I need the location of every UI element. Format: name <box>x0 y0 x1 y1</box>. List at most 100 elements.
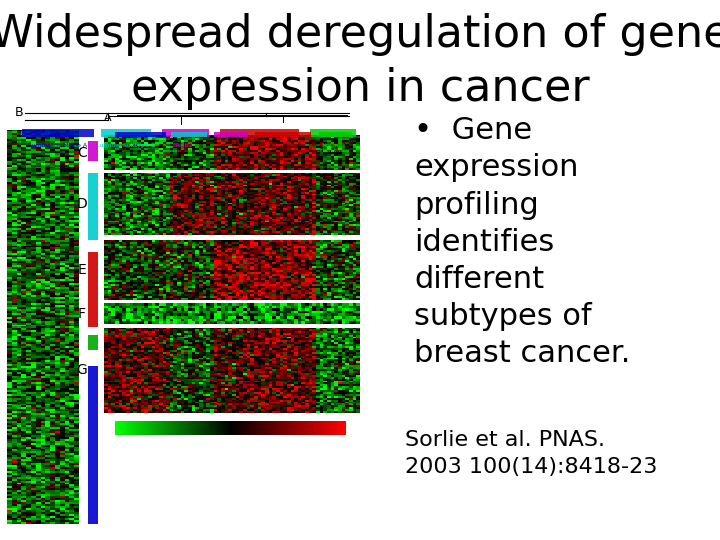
Bar <box>325 421 326 435</box>
Bar <box>247 421 248 435</box>
Bar <box>150 421 151 435</box>
Bar <box>292 421 294 435</box>
Bar <box>289 421 290 435</box>
Bar <box>303 421 304 435</box>
Bar <box>225 421 226 435</box>
Bar <box>282 421 283 435</box>
Bar <box>307 421 309 435</box>
Bar <box>180 421 181 435</box>
Bar <box>209 421 210 435</box>
Bar <box>223 421 224 435</box>
Bar <box>194 421 195 435</box>
Bar <box>88 173 98 240</box>
Bar <box>134 421 135 435</box>
Bar <box>305 421 306 435</box>
Bar <box>231 421 232 435</box>
Bar <box>344 421 346 435</box>
Bar <box>215 132 248 137</box>
Bar <box>119 421 120 435</box>
Bar <box>250 421 251 435</box>
Bar <box>258 421 260 435</box>
Bar <box>310 421 311 435</box>
Bar <box>285 421 287 435</box>
Bar <box>329 421 330 435</box>
Bar <box>281 421 282 435</box>
Bar <box>148 421 149 435</box>
Bar <box>161 421 163 435</box>
Bar <box>88 366 98 524</box>
Bar <box>261 421 262 435</box>
Bar <box>120 421 121 435</box>
Bar <box>217 421 218 435</box>
Bar <box>321 421 323 435</box>
Bar <box>224 421 225 435</box>
Bar <box>306 421 307 435</box>
Text: Luminal Subtype B: Luminal Subtype B <box>96 143 156 147</box>
Bar <box>174 421 176 435</box>
Bar <box>178 421 179 435</box>
Text: expression in cancer: expression in cancer <box>130 67 590 110</box>
Bar <box>129 421 130 435</box>
Bar <box>238 421 239 435</box>
Bar <box>182 421 184 435</box>
Bar <box>136 421 138 435</box>
Bar <box>207 421 208 435</box>
Bar <box>228 421 229 435</box>
Bar <box>309 421 310 435</box>
Bar <box>117 421 119 435</box>
Bar <box>268 421 269 435</box>
Bar <box>274 421 275 435</box>
Bar <box>290 421 291 435</box>
Bar <box>127 421 128 435</box>
Bar <box>142 421 143 435</box>
Bar <box>240 421 241 435</box>
Bar <box>288 421 289 435</box>
Bar <box>277 421 279 435</box>
Bar <box>205 421 207 435</box>
Bar <box>334 421 336 435</box>
Bar <box>260 421 261 435</box>
Bar <box>230 421 231 435</box>
Bar <box>138 421 140 435</box>
Bar <box>283 421 284 435</box>
Text: Basal Subtype: Basal Subtype <box>237 143 282 147</box>
Bar <box>88 252 98 327</box>
Bar <box>296 421 297 435</box>
Bar <box>151 421 152 435</box>
Bar <box>203 421 204 435</box>
Bar <box>312 421 313 435</box>
Text: F: F <box>78 307 86 321</box>
Bar <box>125 421 127 435</box>
Bar <box>254 421 256 435</box>
Bar <box>271 421 273 435</box>
Bar <box>319 421 320 435</box>
Bar <box>311 421 312 435</box>
Bar <box>319 132 352 137</box>
Bar <box>202 421 203 435</box>
Bar <box>275 421 276 435</box>
Bar <box>157 421 158 435</box>
Bar <box>255 132 312 137</box>
Bar <box>186 421 187 435</box>
Bar <box>88 141 98 161</box>
Bar <box>164 421 165 435</box>
Bar <box>323 421 325 435</box>
Bar <box>187 421 188 435</box>
Bar <box>220 129 299 137</box>
Bar <box>269 421 270 435</box>
Bar <box>193 421 194 435</box>
Text: •  Gene
expression
profiling
identifies
different
subtypes of
breast cancer.: • Gene expression profiling identifies d… <box>414 117 631 368</box>
Bar <box>216 421 217 435</box>
Bar <box>315 421 317 435</box>
Bar <box>184 421 186 435</box>
Bar <box>226 421 228 435</box>
Bar <box>173 421 174 435</box>
Bar <box>235 421 237 435</box>
Text: E: E <box>78 263 86 277</box>
Bar <box>294 421 296 435</box>
Bar <box>215 421 216 435</box>
Bar <box>232 421 233 435</box>
Bar <box>214 421 215 435</box>
Bar <box>326 421 327 435</box>
Bar <box>266 421 267 435</box>
